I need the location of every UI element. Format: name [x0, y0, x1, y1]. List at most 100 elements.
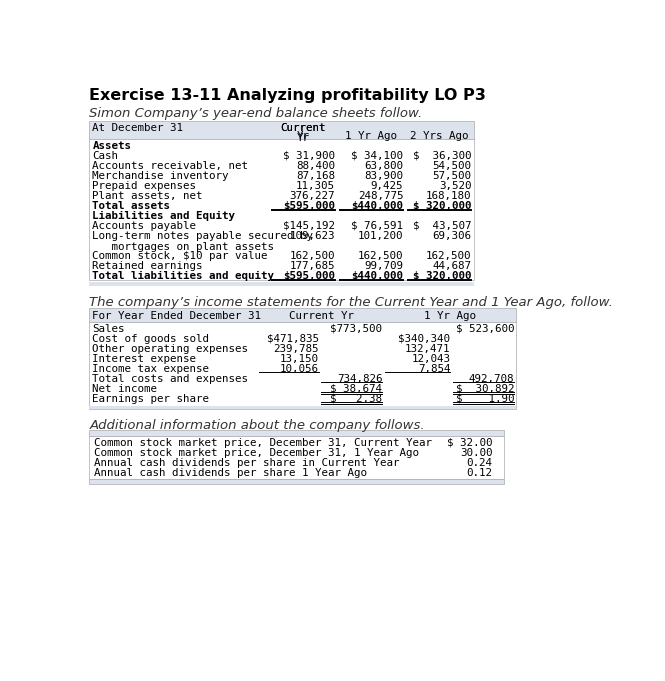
- Text: Earnings per share: Earnings per share: [92, 394, 209, 404]
- Text: 248,775: 248,775: [358, 191, 403, 201]
- Text: 83,900: 83,900: [364, 171, 403, 180]
- Text: Total costs and expenses: Total costs and expenses: [92, 374, 249, 384]
- Text: Common stock market price, December 31, Current Year: Common stock market price, December 31, …: [94, 438, 432, 448]
- Text: 1 Yr Ago: 1 Yr Ago: [424, 311, 475, 321]
- Text: $145,192: $145,192: [283, 221, 335, 231]
- Text: 88,400: 88,400: [296, 161, 335, 171]
- Text: Annual cash dividends per share 1 Year Ago: Annual cash dividends per share 1 Year A…: [94, 468, 367, 478]
- Bar: [89, 405, 515, 409]
- Text: Common stock market price, December 31, 1 Year Ago: Common stock market price, December 31, …: [94, 448, 419, 458]
- Text: Interest expense: Interest expense: [92, 354, 196, 364]
- Text: $ 38,674: $ 38,674: [331, 384, 382, 394]
- Text: Total assets: Total assets: [92, 201, 170, 210]
- Text: 12,043: 12,043: [412, 354, 450, 364]
- Text: $  36,300: $ 36,300: [413, 151, 471, 161]
- Text: The company’s income statements for the Current Year and 1 Year Ago, follow.: The company’s income statements for the …: [89, 296, 613, 309]
- Text: 9,425: 9,425: [370, 180, 403, 191]
- Text: Cash: Cash: [92, 151, 118, 161]
- Bar: [89, 437, 504, 479]
- Bar: [89, 322, 515, 409]
- Text: Current
Yr: Current Yr: [281, 123, 326, 143]
- Text: At December 31: At December 31: [92, 123, 184, 133]
- Text: 2 Yrs Ago: 2 Yrs Ago: [410, 131, 469, 141]
- Text: Current Yr: Current Yr: [289, 311, 354, 321]
- Text: 376,227: 376,227: [289, 191, 335, 201]
- Text: 7,854: 7,854: [418, 364, 450, 374]
- Text: 30.00: 30.00: [460, 448, 492, 458]
- Text: $  43,507: $ 43,507: [413, 221, 471, 231]
- Text: $471,835: $471,835: [267, 334, 319, 344]
- Text: $ 31,900: $ 31,900: [283, 151, 335, 161]
- Text: Exercise 13-11 Analyzing profitability LO P3: Exercise 13-11 Analyzing profitability L…: [89, 88, 486, 103]
- Text: Accounts payable: Accounts payable: [92, 221, 196, 231]
- Text: $ 32.00: $ 32.00: [447, 438, 492, 448]
- Text: 99,709: 99,709: [364, 261, 403, 271]
- Text: Accounts receivable, net: Accounts receivable, net: [92, 161, 249, 171]
- Text: 63,800: 63,800: [364, 161, 403, 171]
- Text: 239,785: 239,785: [273, 344, 319, 354]
- Text: 0.24: 0.24: [466, 458, 492, 468]
- Text: 54,500: 54,500: [432, 161, 471, 171]
- Text: 162,500: 162,500: [289, 251, 335, 261]
- Text: Cost of goods sold: Cost of goods sold: [92, 334, 209, 344]
- Text: For Year Ended December 31: For Year Ended December 31: [92, 311, 261, 321]
- Text: Simon Company’s year-end balance sheets follow.: Simon Company’s year-end balance sheets …: [89, 107, 422, 120]
- Text: 162,500: 162,500: [426, 251, 471, 261]
- Bar: [89, 140, 473, 280]
- Text: Prepaid expenses: Prepaid expenses: [92, 180, 196, 191]
- Text: 162,500: 162,500: [358, 251, 403, 261]
- Text: Common stock, $10 par value: Common stock, $10 par value: [92, 251, 268, 261]
- Text: 44,687: 44,687: [432, 261, 471, 271]
- Text: $ 76,591: $ 76,591: [351, 221, 403, 231]
- Text: 1 Yr Ago: 1 Yr Ago: [345, 131, 398, 141]
- Text: 57,500: 57,500: [432, 171, 471, 180]
- Bar: [89, 308, 515, 322]
- Text: Net income: Net income: [92, 384, 158, 394]
- Text: $595,000: $595,000: [283, 201, 335, 210]
- Text: 132,471: 132,471: [405, 344, 450, 354]
- Text: $   2.38: $ 2.38: [331, 394, 382, 404]
- Text: Additional information about the company follows.: Additional information about the company…: [89, 419, 425, 432]
- Text: 492,708: 492,708: [469, 374, 514, 384]
- Text: $773,500: $773,500: [331, 324, 382, 334]
- Text: 109,623: 109,623: [289, 231, 335, 240]
- Text: 0.12: 0.12: [466, 468, 492, 478]
- Text: Yr: Yr: [297, 131, 310, 141]
- Text: 87,168: 87,168: [296, 171, 335, 180]
- Text: 11,305: 11,305: [296, 180, 335, 191]
- Text: Total liabilities and equity: Total liabilities and equity: [92, 271, 275, 281]
- Text: Income tax expense: Income tax expense: [92, 364, 209, 374]
- Text: Assets: Assets: [92, 140, 132, 151]
- Text: Plant assets, net: Plant assets, net: [92, 191, 203, 201]
- Text: $ 320,000: $ 320,000: [413, 271, 471, 281]
- Text: Long-term notes payable secured by
   mortgages on plant assets: Long-term notes payable secured by mortg…: [92, 231, 313, 253]
- Text: Sales: Sales: [92, 324, 125, 334]
- Bar: [89, 283, 473, 286]
- Text: 13,150: 13,150: [280, 354, 319, 364]
- Text: $    1.90: $ 1.90: [456, 394, 514, 404]
- Text: $ 34,100: $ 34,100: [351, 151, 403, 161]
- Text: $ 320,000: $ 320,000: [413, 201, 471, 210]
- Bar: [89, 479, 504, 484]
- Text: 69,306: 69,306: [432, 231, 471, 240]
- Text: $  30,892: $ 30,892: [456, 384, 514, 394]
- Text: Annual cash dividends per share in Current Year: Annual cash dividends per share in Curre…: [94, 458, 400, 468]
- Bar: [89, 121, 473, 140]
- Text: 734,826: 734,826: [336, 374, 382, 384]
- Text: 3,520: 3,520: [439, 180, 471, 191]
- Text: Liabilities and Equity: Liabilities and Equity: [92, 210, 235, 221]
- Text: $595,000: $595,000: [283, 271, 335, 281]
- Text: Other operating expenses: Other operating expenses: [92, 344, 249, 354]
- Text: $440,000: $440,000: [351, 201, 403, 210]
- Text: Retained earnings: Retained earnings: [92, 261, 203, 271]
- Text: 168,180: 168,180: [426, 191, 471, 201]
- Text: 101,200: 101,200: [358, 231, 403, 240]
- Text: $440,000: $440,000: [351, 271, 403, 281]
- Text: 177,685: 177,685: [289, 261, 335, 271]
- Text: $ 523,600: $ 523,600: [456, 324, 514, 334]
- Text: Merchandise inventory: Merchandise inventory: [92, 171, 229, 180]
- Text: $340,340: $340,340: [398, 334, 450, 344]
- Text: Current: Current: [281, 123, 326, 133]
- Bar: [89, 430, 504, 437]
- Text: 10,056: 10,056: [280, 364, 319, 374]
